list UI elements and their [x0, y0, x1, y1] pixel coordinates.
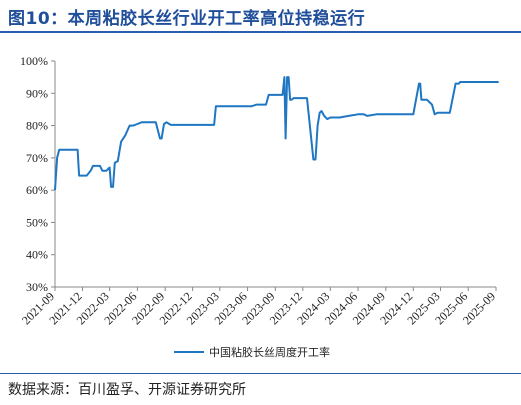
- title-rule: [0, 31, 521, 33]
- y-tick-label: 70%: [26, 151, 48, 165]
- y-tick-label: 40%: [26, 248, 48, 262]
- y-tick-label: 100%: [20, 54, 48, 68]
- source-rule: [0, 373, 521, 374]
- source-note: 数据来源：百川盈孚、开源证券研究所: [8, 382, 246, 398]
- y-tick-label: 80%: [26, 119, 48, 133]
- line-chart: 30% 40% 50% 60% 70% 80% 90% 100% 2021-092021-12…: [19, 54, 499, 359]
- y-tick-label: 50%: [26, 215, 48, 229]
- legend: 中国粘胶长丝周度开工率: [174, 345, 330, 359]
- y-tick-label: 60%: [26, 183, 48, 197]
- figure-title: 图10：本周粘胶长丝行业开工率高位持稳运行: [8, 9, 366, 29]
- y-tick-label: 90%: [26, 86, 48, 100]
- legend-label: 中国粘胶长丝周度开工率: [209, 345, 330, 359]
- y-axis-ticks: 30% 40% 50% 60% 70% 80% 90% 100%: [20, 54, 55, 294]
- y-tick-label: 30%: [26, 280, 48, 294]
- series-line: [54, 76, 499, 191]
- x-axis-ticks: 2021-092021-122022-032022-062022-092022-…: [19, 287, 498, 327]
- series-group: [54, 76, 499, 191]
